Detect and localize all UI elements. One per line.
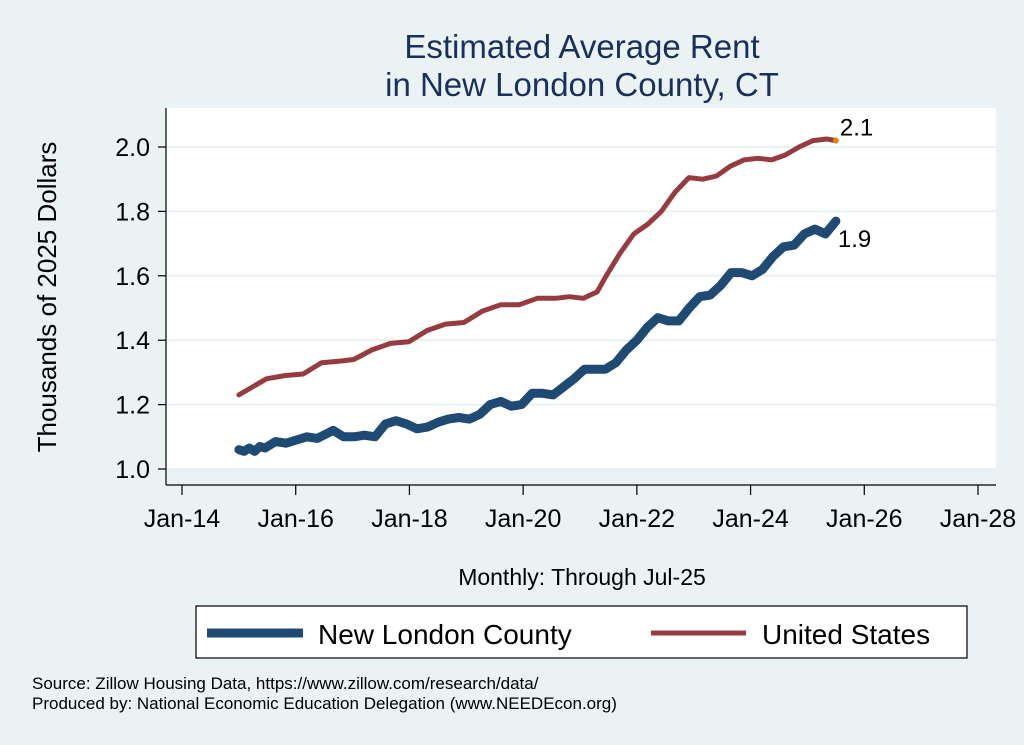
x-ticks: Jan-14 Jan-16 Jan-18 Jan-20 Jan-22 Jan-24 Jan-… [144, 485, 1016, 533]
x-tick-label: Jan-22 [599, 505, 675, 533]
x-tick-label: Jan-20 [485, 505, 561, 533]
y-tick-label: 2.0 [115, 134, 150, 162]
y-axis-label: Thousands of 2025 Dollars [32, 142, 62, 453]
series-line-new-london-county [234, 216, 841, 456]
legend-label-new-london-county: New London County [318, 619, 572, 650]
x-tick-label: Jan-28 [940, 505, 1016, 533]
end-labels: 2.1 1.9 [832, 115, 873, 253]
end-label-united-states: 2.1 [840, 115, 873, 142]
plot-area [166, 108, 996, 468]
end-label-new-london-county: 1.9 [838, 226, 871, 253]
x-axis-label: Monthly: Through Jul-25 [458, 564, 706, 590]
end-point-marker-united-states [832, 137, 839, 144]
y-tick-label: 1.4 [115, 327, 150, 355]
y-tick-label: 1.2 [115, 392, 150, 420]
x-tick-label: Jan-18 [371, 505, 447, 533]
chart-title-line-1: Estimated Average Rent [404, 28, 759, 65]
y-ticks: 1.0 1.2 1.4 1.6 1.8 2.0 [115, 134, 166, 484]
series-line-united-states [236, 136, 839, 398]
y-tick-label: 1.8 [115, 198, 150, 226]
y-tick-label: 1.0 [115, 456, 150, 484]
chart-title-line-2: in New London County, CT [385, 66, 779, 103]
gridlines [167, 146, 996, 470]
source-note: Source: Zillow Housing Data, https://www… [32, 674, 539, 693]
producer-note: Produced by: National Economic Education… [32, 694, 617, 713]
x-tick-label: Jan-26 [826, 505, 902, 533]
series-group [234, 136, 841, 456]
legend-label-united-states: United States [762, 619, 930, 650]
legend-box [195, 605, 968, 659]
y-tick-label: 1.6 [115, 263, 150, 291]
x-tick-label: Jan-14 [144, 505, 221, 533]
x-tick-label: Jan-24 [712, 505, 789, 533]
x-tick-label: Jan-16 [257, 505, 333, 533]
